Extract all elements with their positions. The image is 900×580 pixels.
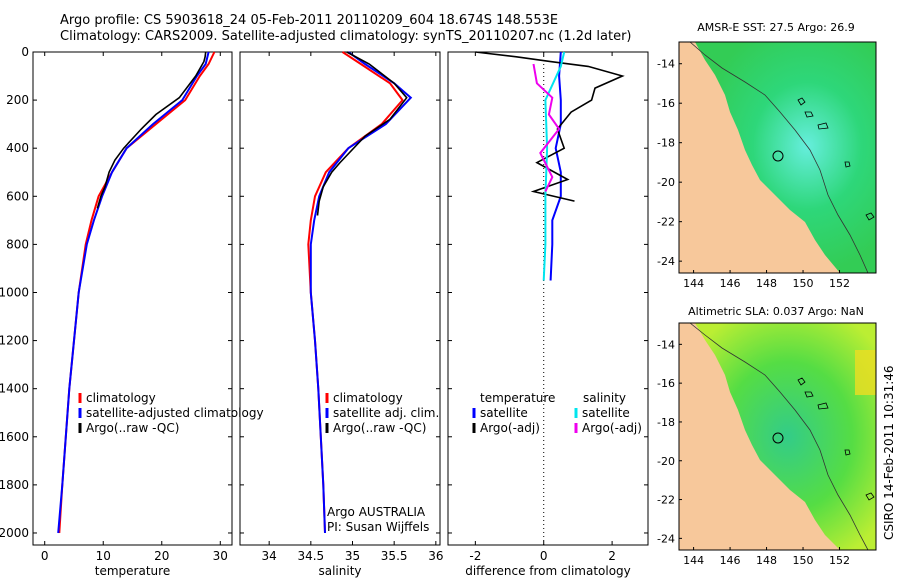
header-line-1: Argo profile: CS 5903618_24 05-Feb-2011 … [60,13,558,28]
legend-entry: climatology [86,391,156,405]
lat-tick-label: -14 [657,338,675,351]
legend-entry: Argo(-adj) [480,421,540,435]
lat-tick-label: -16 [657,377,675,390]
lon-tick-label: 152 [829,554,850,567]
panel-temperature: 0 200 400 600 800 1000 1200 1400 1600 1800 2000 0 10… [0,45,264,578]
series-line-0 [549,51,562,281]
x-axis-label: salinity [318,564,361,578]
lon-tick-label: 144 [683,554,704,567]
argo-position-marker [772,432,784,444]
legend-entry: satellite-adjusted climatology [86,406,264,420]
legend-heading-salinity: salinity [583,391,626,405]
land-mass [679,323,840,550]
legend-entry: satellite [480,406,528,420]
x-tick-label: 10 [96,549,111,563]
y-tick-label: 1200 [0,334,29,348]
lon-tick-label: 146 [720,277,741,290]
series-line-1 [309,51,413,534]
sst-map [678,41,877,274]
y-tick-label: 2000 [0,526,29,540]
legend-entry: satellite [582,406,630,420]
panel-salinity: 34 34.5 35 35.5 36 salinity climatologysatelli… [239,51,443,578]
pi-note: PI: Susan Wijffels [327,520,429,534]
lon-tick-label: 148 [756,554,777,567]
argo-position-marker [772,150,784,162]
lat-tick-label: -22 [657,216,675,229]
legend-entry: Argo(-adj) [582,421,642,435]
legend-entry: Argo(..raw -QC) [333,421,426,435]
x-tick-label: 2 [608,549,616,563]
x-axis-label: temperature [95,564,170,578]
plot-frame [447,51,649,546]
program-note: Argo AUSTRALIA [327,505,426,519]
series-line-1 [57,51,210,534]
lat-tick-label: -24 [657,255,675,268]
x-tick-label: 20 [154,549,169,563]
y-tick-label: 200 [6,93,29,107]
lon-tick-label: 150 [793,277,814,290]
lat-tick-label: -18 [657,416,675,429]
series-line-2 [96,51,207,209]
y-tick-label: 800 [6,237,29,251]
series-line-1 [475,51,625,202]
x-axis-label: difference from climatology [465,564,631,578]
lat-tick-label: -22 [657,494,675,507]
x-tick-label: 34.5 [297,549,324,563]
sla-map [678,322,877,551]
x-tick-label: 0 [540,549,548,563]
x-tick-label: 35.5 [381,549,408,563]
lon-tick-label: 150 [793,554,814,567]
y-tick-label: 600 [6,189,29,203]
lon-tick-label: 144 [683,277,704,290]
sst-map-title: AMSR-E SST: 27.5 Argo: 26.9 [697,21,855,34]
series-line-3 [532,63,561,192]
y-tick-label: 1800 [0,478,29,492]
series-line-2 [316,51,408,216]
x-tick-label: 36 [428,549,443,563]
plot-frame [32,51,233,546]
legend-entry: Argo(..raw -QC) [86,421,179,435]
land-mass [679,42,840,273]
lat-tick-label: -16 [657,97,675,110]
lat-tick-label: -24 [657,532,675,545]
y-tick-label: 1400 [0,382,29,396]
plot-frame [239,51,441,546]
series-line-0 [58,51,216,534]
header-line-2: Climatology: CARS2009. Satellite-adjuste… [60,29,632,44]
lat-tick-label: -18 [657,137,675,150]
lon-tick-label: 148 [756,277,777,290]
x-tick-label: 34 [262,549,277,563]
lon-tick-label: 152 [829,277,850,290]
y-tick-label: 1000 [0,285,29,299]
y-tick-label: 1600 [0,430,29,444]
y-tick-label: 400 [6,141,29,155]
lon-tick-label: 146 [720,554,741,567]
lat-tick-label: -20 [657,455,675,468]
x-tick-label: 0 [41,549,49,563]
lat-tick-label: -20 [657,176,675,189]
legend-entry: satellite adj. clim. [333,406,439,420]
legend-entry: climatology [333,391,403,405]
x-tick-label: 30 [213,549,228,563]
x-tick-label: 35 [345,549,360,563]
lat-tick-label: -14 [657,58,675,71]
legend-heading-temperature: temperature [480,391,555,405]
side-stamp: CSIRO 14-Feb-2011 10:31:46 [882,365,896,540]
x-tick-label: -2 [469,549,481,563]
y-tick-label: 0 [21,45,29,59]
sla-map-title: Altimetric SLA: 0.037 Argo: NaN [688,305,864,318]
series-line-2 [542,51,566,281]
